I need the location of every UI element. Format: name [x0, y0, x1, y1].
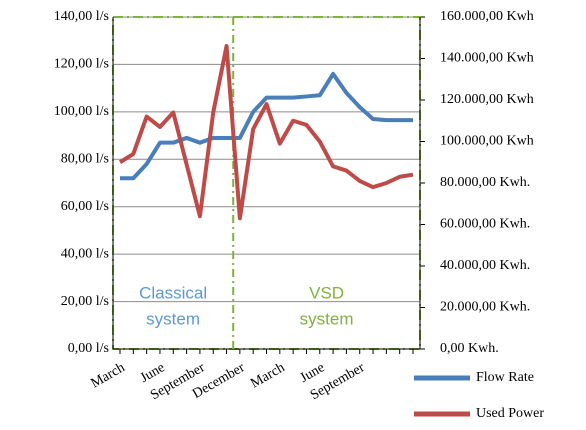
y2-tick-label: 20.000,00 Kwh.: [440, 300, 530, 315]
y-tick-label: 60,00 l/s: [61, 199, 109, 214]
y-tick-label: 120,00 l/s: [54, 57, 109, 72]
annotation: Classical: [139, 283, 207, 302]
annotation: system: [146, 309, 200, 328]
legend-label: Used Power: [476, 406, 544, 421]
y2-tick-label: 40.000,00 Kwh.: [440, 258, 530, 273]
series-line: [118, 44, 414, 221]
y2-tick-label: 80.000,00 Kwh.: [440, 175, 530, 190]
y2-tick-label: 0,00 Kwh.: [440, 341, 499, 356]
legend-label: Flow Rate: [476, 370, 534, 385]
y2-tick-label: 60.000,00 Kwh.: [440, 217, 530, 232]
y2-tick-label: 160.000,00 Kwh: [440, 9, 534, 24]
y-tick-label: 100,00 l/s: [54, 104, 109, 119]
y-tick-label: 80,00 l/s: [61, 152, 109, 167]
y2-tick-label: 120.000,00 Kwh: [440, 92, 534, 107]
y-tick-label: 40,00 l/s: [61, 246, 109, 261]
series-line: [120, 71, 413, 181]
y-tick-label: 140,00 l/s: [54, 9, 109, 24]
annotation: VSD: [309, 283, 344, 302]
y-tick-label: 0,00 l/s: [68, 341, 109, 356]
y2-tick-label: 100.000,00 Kwh: [440, 134, 534, 149]
y2-tick-label: 140.000,00 Kwh: [440, 51, 534, 66]
annotation: system: [300, 309, 354, 328]
y-tick-label: 20,00 l/s: [61, 294, 109, 309]
